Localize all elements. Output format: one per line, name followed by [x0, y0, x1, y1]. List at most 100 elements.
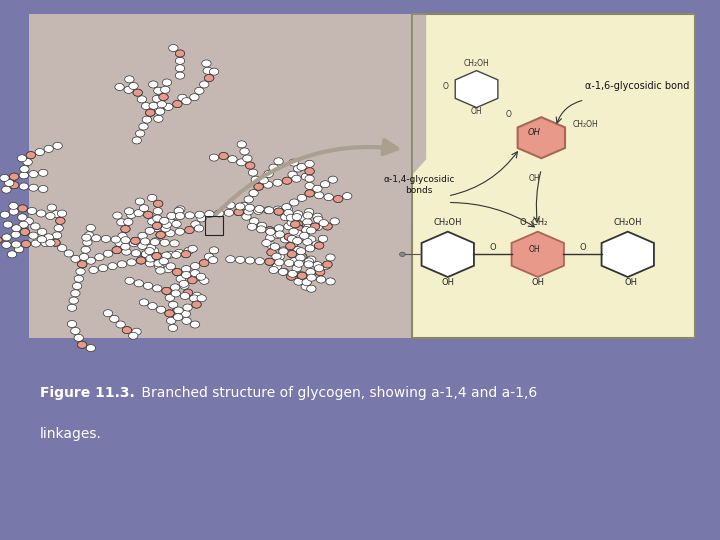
Circle shape: [185, 212, 194, 219]
Circle shape: [319, 220, 328, 227]
Circle shape: [176, 206, 185, 213]
Circle shape: [74, 275, 84, 282]
Circle shape: [134, 280, 143, 287]
Circle shape: [153, 222, 162, 230]
Circle shape: [297, 272, 307, 279]
Circle shape: [279, 268, 288, 275]
Circle shape: [153, 222, 162, 230]
Circle shape: [121, 237, 130, 244]
Circle shape: [55, 217, 65, 224]
Circle shape: [254, 183, 264, 190]
Circle shape: [315, 268, 325, 275]
Circle shape: [162, 287, 171, 294]
Circle shape: [162, 221, 171, 228]
Circle shape: [273, 179, 282, 186]
Circle shape: [282, 204, 291, 211]
Circle shape: [313, 224, 323, 231]
Circle shape: [35, 148, 45, 156]
Circle shape: [136, 257, 145, 264]
Circle shape: [297, 253, 307, 260]
Circle shape: [197, 295, 207, 302]
Circle shape: [314, 216, 323, 223]
Circle shape: [82, 234, 91, 241]
Circle shape: [163, 104, 173, 111]
Circle shape: [323, 223, 332, 230]
Circle shape: [140, 205, 149, 212]
Circle shape: [86, 225, 96, 232]
Circle shape: [130, 237, 140, 244]
Circle shape: [115, 240, 125, 247]
Circle shape: [54, 225, 63, 232]
Circle shape: [255, 258, 264, 265]
Circle shape: [135, 198, 145, 205]
Circle shape: [26, 152, 35, 159]
Circle shape: [282, 177, 292, 184]
Circle shape: [83, 239, 92, 246]
Circle shape: [287, 251, 297, 258]
Circle shape: [289, 258, 299, 265]
Circle shape: [112, 247, 122, 254]
Circle shape: [166, 317, 176, 324]
Circle shape: [180, 293, 189, 300]
Circle shape: [121, 243, 130, 250]
Text: CH₂OH: CH₂OH: [572, 120, 598, 129]
Circle shape: [265, 227, 274, 234]
Circle shape: [39, 169, 48, 176]
Circle shape: [150, 239, 160, 246]
Circle shape: [188, 277, 197, 284]
Circle shape: [228, 156, 237, 163]
Circle shape: [250, 218, 259, 225]
Circle shape: [153, 96, 162, 103]
Circle shape: [166, 263, 176, 270]
Circle shape: [184, 289, 193, 296]
Circle shape: [19, 166, 29, 173]
Circle shape: [289, 228, 298, 235]
Circle shape: [265, 227, 274, 234]
Circle shape: [153, 200, 163, 207]
Circle shape: [234, 208, 243, 215]
Circle shape: [136, 257, 145, 264]
Circle shape: [249, 190, 258, 197]
Circle shape: [272, 253, 282, 260]
Circle shape: [215, 210, 224, 217]
Circle shape: [64, 250, 73, 257]
Circle shape: [129, 83, 138, 90]
Circle shape: [281, 236, 290, 243]
Circle shape: [288, 171, 297, 178]
Text: O: O: [443, 82, 449, 91]
Circle shape: [191, 262, 200, 269]
Text: O  CH₂: O CH₂: [521, 218, 548, 227]
Circle shape: [307, 236, 316, 243]
Circle shape: [173, 100, 182, 107]
Circle shape: [203, 68, 212, 75]
Circle shape: [305, 168, 314, 175]
Circle shape: [190, 321, 199, 328]
Polygon shape: [518, 117, 565, 158]
Circle shape: [172, 308, 181, 315]
Circle shape: [9, 181, 19, 188]
Circle shape: [165, 251, 174, 258]
Circle shape: [18, 214, 27, 221]
Circle shape: [102, 235, 111, 242]
Circle shape: [219, 152, 228, 159]
Circle shape: [19, 183, 29, 190]
Circle shape: [273, 206, 282, 213]
Circle shape: [323, 223, 332, 230]
Circle shape: [108, 262, 117, 269]
Circle shape: [302, 219, 312, 226]
Circle shape: [197, 273, 206, 280]
Circle shape: [297, 194, 307, 201]
Circle shape: [297, 164, 306, 171]
Circle shape: [304, 261, 313, 268]
Circle shape: [171, 290, 181, 297]
Circle shape: [181, 251, 191, 258]
Circle shape: [284, 233, 294, 240]
Circle shape: [333, 195, 343, 202]
Circle shape: [307, 285, 316, 292]
Circle shape: [291, 221, 300, 228]
Circle shape: [166, 230, 175, 237]
Circle shape: [165, 310, 174, 317]
Circle shape: [274, 208, 284, 215]
Circle shape: [307, 227, 316, 234]
Text: OH: OH: [471, 107, 482, 116]
